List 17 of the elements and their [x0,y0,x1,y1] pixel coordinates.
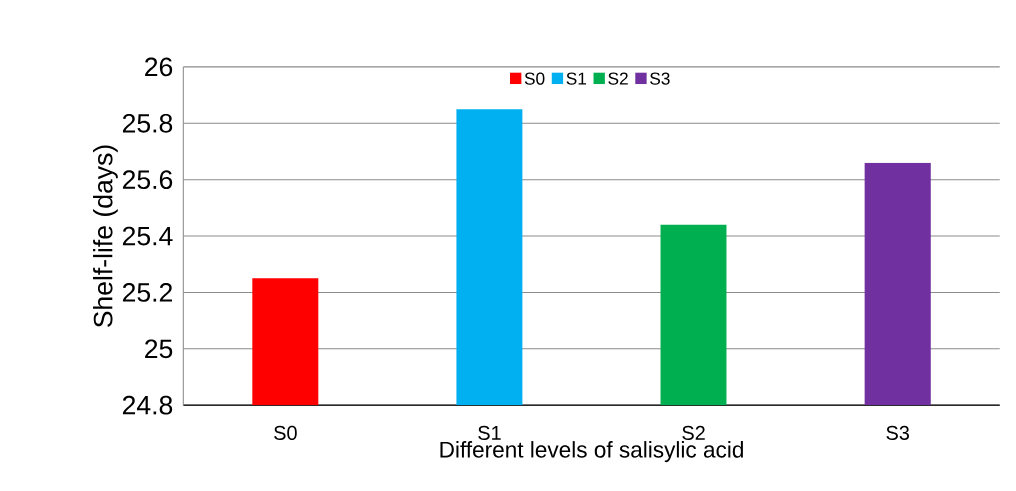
legend-label: S1 [566,72,587,85]
y-tick-label: 25.2 [122,283,172,302]
legend-label: S3 [650,72,670,85]
x-tick-label: S1 [478,425,501,440]
y-tick-label: 25.8 [122,113,173,133]
legend-label: S2 [608,72,628,85]
x-tick-label: S2 [682,425,705,440]
y-tick-label: 25.4 [122,226,173,246]
y-axis-title: Shelf-life (days) [93,145,118,328]
x-axis-title: Different levels of salisylic acid [440,441,743,463]
x-tick-label: S0 [274,425,297,440]
y-tick-label: 25.6 [122,170,173,190]
y-tick-label: 26 [145,57,173,77]
legend-label: S0 [524,72,545,85]
y-tick-label: 24.8 [122,395,173,415]
x-tick-label: S3 [886,425,910,440]
y-tick-label: 25 [145,339,173,359]
